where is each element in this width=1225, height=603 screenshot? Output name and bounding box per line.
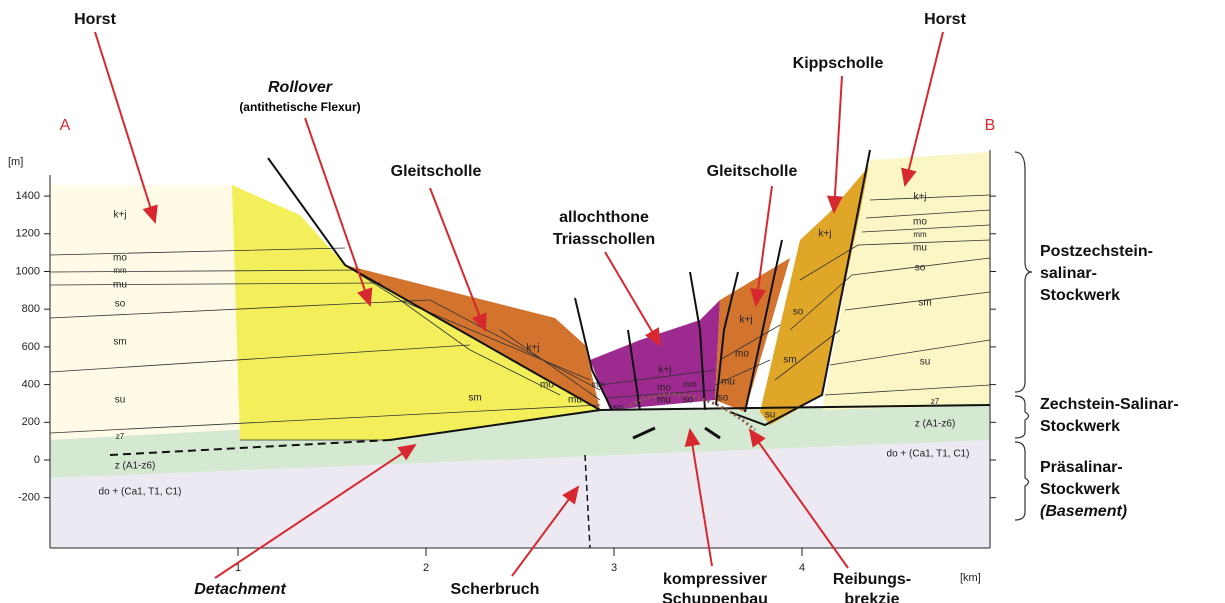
label: A xyxy=(60,117,71,134)
layer-label: so xyxy=(793,307,804,318)
arrow xyxy=(605,252,660,345)
label: kompressiver xyxy=(663,571,767,588)
label: Präsalinar- xyxy=(1040,459,1123,476)
label: Gleitscholle xyxy=(391,163,482,180)
layer-label: mo xyxy=(913,217,927,228)
y-tick-label: 800 xyxy=(22,303,40,315)
layer-label: mo xyxy=(657,383,671,394)
layer-label: k+j xyxy=(913,192,926,203)
x-tick-label: 2 xyxy=(423,562,429,574)
y-tick-label: -200 xyxy=(18,492,40,504)
cross-section: [m] [km] 1400120010008006004002000-20012… xyxy=(0,0,1225,603)
horst-right xyxy=(822,152,990,410)
triasschollen xyxy=(590,300,720,410)
braces xyxy=(1015,152,1032,520)
y-tick-label: 0 xyxy=(34,454,40,466)
label: brekzie xyxy=(844,591,899,603)
label: Stockwerk xyxy=(1040,418,1120,435)
layer-label: so xyxy=(613,403,624,414)
layer-label: mo xyxy=(113,253,127,264)
rollover-block xyxy=(232,185,600,440)
label: Rollover xyxy=(268,79,333,96)
layer-label: mo xyxy=(540,380,554,391)
label: Postzechstein- xyxy=(1040,243,1153,260)
layer-label: sm xyxy=(113,337,126,348)
layer-label: su xyxy=(115,395,126,406)
y-tick-label: 200 xyxy=(22,416,40,428)
label: Kippscholle xyxy=(793,55,884,72)
x-tick-label: 4 xyxy=(799,562,805,574)
layer-label: mm xyxy=(113,266,127,275)
layer-label: su xyxy=(765,410,776,421)
layer-label: z7 xyxy=(931,397,940,406)
layer-label: k+j xyxy=(658,365,671,376)
layer-label: mm xyxy=(591,380,605,389)
label: Zechstein-Salinar- xyxy=(1040,396,1179,413)
horst-left xyxy=(50,185,240,445)
layer-label: mu xyxy=(913,243,927,254)
geology xyxy=(50,150,990,548)
layer-label: so xyxy=(115,299,126,310)
layer-label: mo xyxy=(735,349,749,360)
label: Gleitscholle xyxy=(707,163,798,180)
layer-label: do + (Ca1, T1, C1) xyxy=(99,487,182,498)
label: Schuppenbau xyxy=(662,591,768,603)
layer-label: k+j xyxy=(113,210,126,221)
layer-label: k+j xyxy=(818,229,831,240)
y-tick-label: 1200 xyxy=(16,228,40,240)
label: Stockwerk xyxy=(1040,287,1120,304)
layer-label: sm xyxy=(918,298,931,309)
label: (antithetische Flexur) xyxy=(239,100,360,114)
y-tick-label: 600 xyxy=(22,341,40,353)
layer-label: z7 xyxy=(116,432,125,441)
layer-label: sm xyxy=(783,355,796,366)
label: Stockwerk xyxy=(1040,481,1120,498)
layer-label: do + (Ca1, T1, C1) xyxy=(887,449,970,460)
layer-label: k+j xyxy=(526,343,539,354)
layer-label: so xyxy=(683,395,694,406)
label: Detachment xyxy=(194,581,286,598)
layer-label: mu xyxy=(721,377,735,388)
layer-label: sm xyxy=(468,393,481,404)
layer-label: su xyxy=(920,357,931,368)
layer-label: k+j xyxy=(739,315,752,326)
label: Triasschollen xyxy=(553,231,655,248)
label: salinar- xyxy=(1040,265,1097,282)
x-tick-label: 3 xyxy=(611,562,617,574)
layer-label: so xyxy=(915,263,926,274)
y-tick-label: 400 xyxy=(22,379,40,391)
layer-label: z (A1-z6) xyxy=(115,461,156,472)
label: Reibungs- xyxy=(833,571,911,588)
layer-label: so xyxy=(718,393,729,404)
label: Horst xyxy=(924,11,966,28)
label: Horst xyxy=(74,11,116,28)
label: (Basement) xyxy=(1040,503,1127,520)
label: B xyxy=(985,117,996,134)
layer-label: mu xyxy=(568,395,582,406)
label: allochthone xyxy=(559,209,649,226)
y-unit: [m] xyxy=(8,156,23,168)
y-tick-label: 1000 xyxy=(16,265,40,277)
layer-label: z (A1-z6) xyxy=(915,419,956,430)
y-tick-label: 1400 xyxy=(16,190,40,202)
label: Scherbruch xyxy=(451,581,540,598)
layer-label: mm xyxy=(913,230,927,239)
x-unit: [km] xyxy=(960,572,981,584)
layer-label: mu xyxy=(657,395,671,406)
layer-label: mm xyxy=(683,380,697,389)
layer-label: mu xyxy=(113,280,127,291)
arrow xyxy=(834,76,842,212)
